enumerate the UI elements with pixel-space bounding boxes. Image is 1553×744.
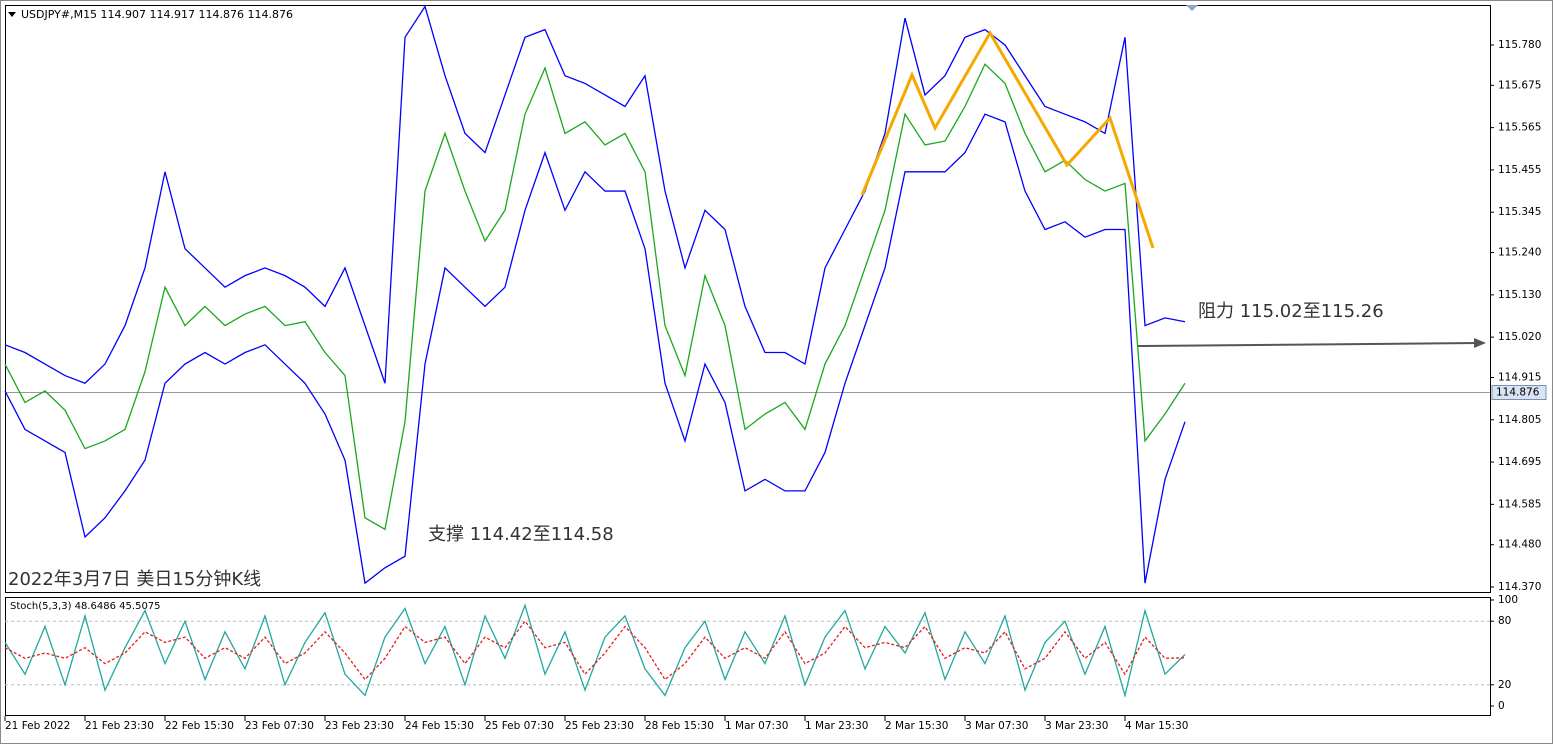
x-tick-label: 25 Feb 07:30 (485, 720, 554, 732)
stoch-title: Stoch(5,3,3) 48.6486 45.5075 (10, 601, 161, 612)
arrow-head (1474, 338, 1486, 348)
y-tick-label: 115.130 (1498, 289, 1541, 301)
y-tick-label: 115.565 (1498, 122, 1541, 134)
chart-caption: 2022年3月7日 美日15分钟K线 (8, 569, 261, 590)
pattern-line (860, 30, 1155, 249)
support-label: 支撑 114.42至114.58 (428, 524, 614, 545)
y-tick-label: 115.675 (1498, 79, 1541, 91)
y-tick-label: 114.915 (1498, 371, 1541, 383)
y-tick-label: 115.240 (1498, 247, 1541, 259)
x-tick-label: 4 Mar 15:30 (1125, 720, 1188, 732)
series-line (4, 113, 1186, 585)
series-line (4, 620, 1186, 681)
x-tick-label: 1 Mar 23:30 (805, 720, 868, 732)
current-price-box (1491, 384, 1547, 400)
current-price-label: 114.876 (1496, 386, 1540, 398)
y-tick-label: 80 (1498, 615, 1511, 627)
x-tick-label: 25 Feb 23:30 (565, 720, 634, 732)
x-tick-label: 23 Feb 23:30 (325, 720, 394, 732)
resistance-label: 阻力 115.02至115.26 (1198, 301, 1384, 322)
x-tick-label: 28 Feb 15:30 (645, 720, 714, 732)
y-tick-label: 100 (1498, 594, 1518, 606)
y-tick-label: 114.695 (1498, 456, 1541, 468)
y-tick-label: 20 (1498, 679, 1511, 691)
x-tick-label: 2 Mar 15:30 (885, 720, 948, 732)
series-line (4, 4, 1186, 385)
series-line (4, 63, 1186, 531)
y-tick-label: 115.455 (1498, 164, 1541, 176)
shift-marker (1186, 5, 1198, 11)
x-tick-label: 21 Feb 23:30 (85, 720, 154, 732)
y-tick-label: 115.020 (1498, 331, 1541, 343)
x-tick-label: 1 Mar 07:30 (725, 720, 788, 732)
x-tick-label: 24 Feb 15:30 (405, 720, 474, 732)
y-tick-label: 114.480 (1498, 539, 1541, 551)
menu-icon[interactable] (8, 12, 16, 17)
x-tick-label: 23 Feb 07:30 (245, 720, 314, 732)
x-tick-label: 3 Mar 07:30 (965, 720, 1028, 732)
y-tick-label: 114.585 (1498, 498, 1541, 510)
y-tick-label: 115.780 (1498, 39, 1541, 51)
x-tick-label: 3 Mar 23:30 (1045, 720, 1108, 732)
chart-title: USDJPY#,M15 114.907 114.917 114.876 114.… (21, 8, 293, 21)
x-tick-label: 22 Feb 15:30 (165, 720, 234, 732)
y-tick-label: 115.345 (1498, 206, 1541, 218)
y-tick-label: 114.805 (1498, 414, 1541, 426)
stoch-panel (5, 597, 1491, 716)
resistance-arrow (1137, 342, 1479, 347)
price-panel (5, 5, 1491, 593)
y-tick-label: 114.370 (1498, 581, 1541, 593)
x-tick-label: 21 Feb 2022 (5, 720, 70, 732)
series-line (4, 603, 1186, 698)
y-tick-label: 0 (1498, 700, 1505, 712)
